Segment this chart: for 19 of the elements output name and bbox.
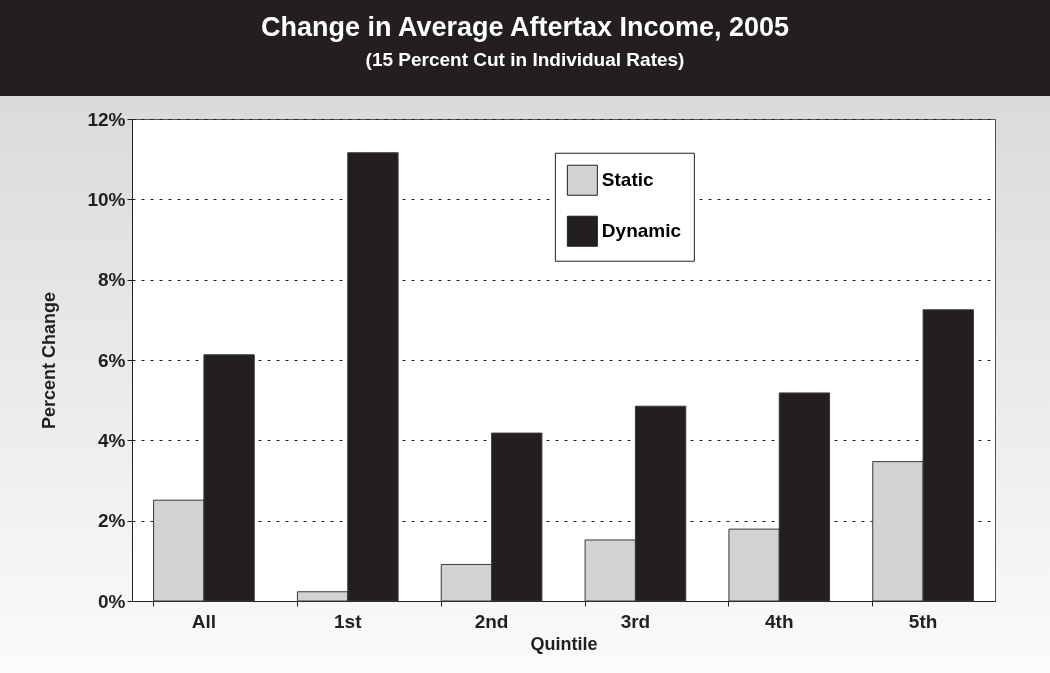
x-tick-label: 1st	[334, 610, 363, 632]
legend-label: Dynamic	[601, 220, 682, 242]
x-tick-label: All	[191, 610, 217, 632]
y-axis-title: Percent Change	[39, 291, 60, 430]
x-tick-label: 2nd	[474, 610, 509, 632]
y-tick-label: 2%	[98, 510, 126, 532]
y-tick-label: 10%	[87, 188, 126, 210]
x-tick-label: 5th	[908, 610, 938, 632]
chart-title: Change in Average Aftertax Income, 2005	[259, 12, 791, 43]
x-tick-label: 4th	[765, 610, 794, 632]
y-tick-label: 8%	[98, 269, 126, 291]
chart-subtitle: (15 Percent Cut in Individual Rates)	[364, 49, 686, 71]
legend-label: Static	[601, 169, 655, 191]
y-tick-label: 6%	[98, 349, 126, 371]
y-tick-label: 12%	[87, 108, 126, 130]
y-tick-label: 0%	[98, 590, 126, 612]
y-tick-label: 4%	[98, 429, 126, 451]
x-tick-label: 3rd	[620, 610, 651, 632]
x-axis-title: Quintile	[530, 633, 598, 654]
